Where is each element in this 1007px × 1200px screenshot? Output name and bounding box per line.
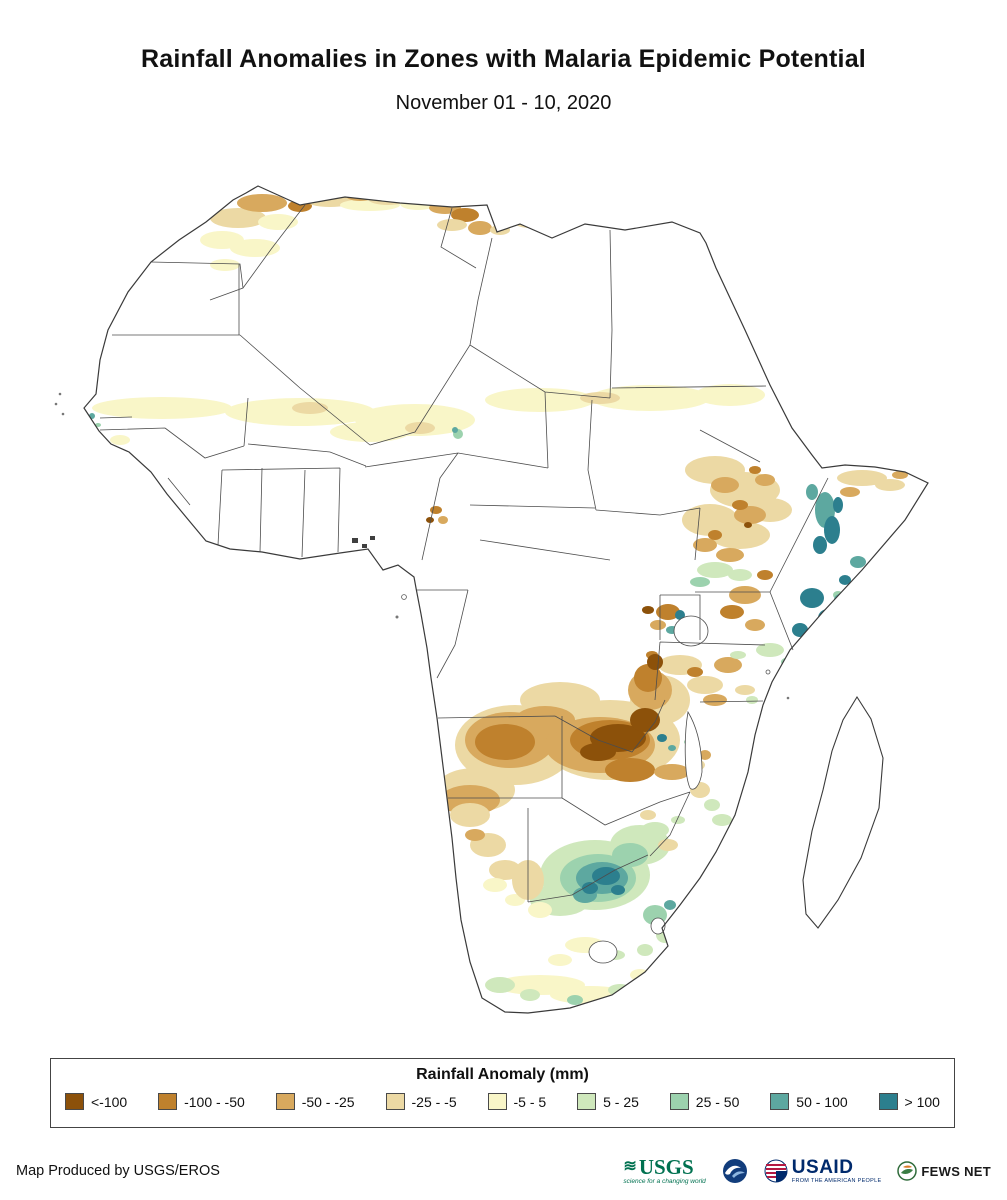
date-range-subtitle: November 01 - 10, 2020 (395, 92, 612, 114)
anomaly-layer (89, 191, 908, 1005)
legend-label: -5 - 5 (513, 1093, 547, 1110)
anomaly-region-botswana-zimbabwe (512, 810, 685, 918)
legend-item: -100 - -50 (158, 1093, 245, 1110)
legend: Rainfall Anomaly (mm) <-100 -100 - -50 -… (50, 1058, 955, 1128)
page-title: Rainfall Anomalies in Zones with Malaria… (141, 44, 866, 73)
lake-malawi (684, 710, 703, 790)
usgs-tagline: science for a changing world (623, 1177, 706, 1185)
legend-label: -50 - -25 (301, 1093, 355, 1110)
legend-swatch (275, 1093, 295, 1110)
usgs-wave-icon: ≋ (623, 1158, 637, 1176)
legend-label: > 100 (904, 1093, 940, 1110)
usaid-logo: USAID FROM THE AMERICAN PEOPLE (764, 1158, 882, 1185)
legend-swatch (770, 1093, 790, 1110)
madagascar-outline (802, 695, 884, 929)
noaa-seal-icon (722, 1158, 748, 1184)
legend-label: 5 - 25 (603, 1093, 639, 1110)
legend-label: <-100 (91, 1093, 128, 1110)
legend-swatch (385, 1093, 405, 1110)
map-credit: Map Produced by USGS/EROS (16, 1163, 220, 1179)
legend-swatch (669, 1093, 689, 1110)
lesotho-outline (588, 940, 618, 964)
legend-item: 5 - 25 (577, 1093, 639, 1110)
legend-swatch (65, 1093, 84, 1110)
legend-items: <-100 -100 - -50 -50 - -25 -25 - -5 -5 -… (65, 1093, 940, 1110)
anomaly-region-ethiopia-horn (682, 456, 908, 599)
usaid-wordmark: USAID (791, 1156, 854, 1178)
fewsnet-logo: FEWS NET (897, 1161, 991, 1181)
legend-label: -25 - -5 (411, 1093, 457, 1110)
usaid-flag-icon (764, 1159, 788, 1183)
legend-label: 50 - 100 (796, 1093, 848, 1110)
legend-swatch (577, 1093, 597, 1110)
legend-swatch (158, 1093, 178, 1110)
eswatini-outline (650, 917, 666, 935)
coastal-dark-specks (352, 536, 375, 548)
usgs-logo: ≋ USGS science for a changing world (623, 1154, 706, 1186)
legend-item: <-100 (65, 1093, 127, 1110)
legend-item: 50 - 100 (770, 1093, 848, 1110)
usgs-wordmark: USGS (638, 1154, 694, 1179)
agency-logos: ≋ USGS science for a changing world (623, 1154, 991, 1186)
fewsnet-wordmark: FEWS NET (921, 1163, 991, 1179)
legend-title: Rainfall Anomaly (mm) (416, 1066, 589, 1083)
usaid-tagline: FROM THE AMERICAN PEOPLE (791, 1177, 882, 1184)
lake-victoria (673, 615, 709, 647)
legend-item: -5 - 5 (487, 1093, 547, 1110)
legend-label: -100 - -50 (184, 1093, 245, 1110)
footer: Map Produced by USGS/EROS ≋ USGS science… (0, 1146, 1007, 1196)
legend-item: -25 - -5 (385, 1093, 457, 1110)
legend-item: 25 - 50 (669, 1093, 740, 1110)
island-specks (54, 392, 790, 700)
legend-item: -50 - -25 (275, 1093, 355, 1110)
fewsnet-globe-icon (897, 1161, 918, 1181)
legend-swatch (487, 1093, 507, 1110)
legend-swatch (878, 1093, 898, 1110)
legend-item: > 100 (878, 1093, 940, 1110)
legend-label: 25 - 50 (695, 1093, 740, 1110)
country-borders (99, 204, 829, 903)
